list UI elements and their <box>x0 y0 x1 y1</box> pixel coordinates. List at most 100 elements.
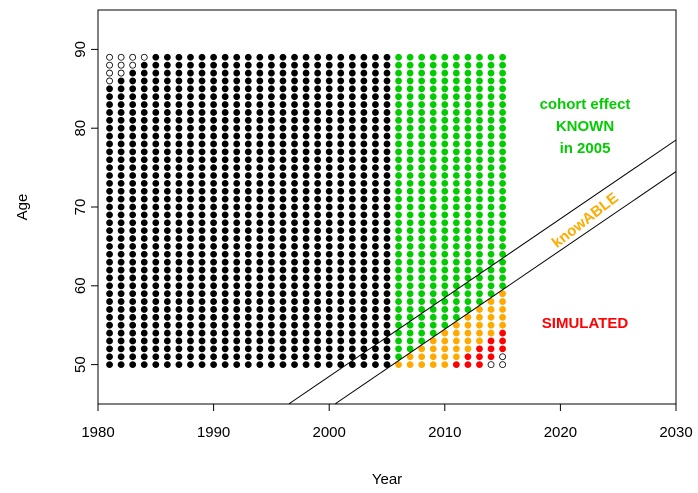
point-known <box>325 172 333 179</box>
point-known <box>140 337 148 345</box>
point-known <box>279 101 287 108</box>
point-known <box>325 345 333 353</box>
point-known <box>372 77 379 85</box>
point-known <box>175 242 183 250</box>
point-known <box>314 116 322 124</box>
point-known-2005 <box>464 290 472 298</box>
point-known-2005 <box>418 250 426 258</box>
point-known <box>152 250 160 258</box>
point-known <box>175 179 183 187</box>
point-known <box>337 353 345 361</box>
point-known-2005 <box>476 274 483 282</box>
point-known <box>175 227 183 235</box>
point-known-2005 <box>395 164 402 172</box>
point-known-2005 <box>452 101 460 108</box>
point-known <box>233 172 241 179</box>
point-known <box>348 242 356 250</box>
point-known <box>267 227 275 235</box>
point-known <box>256 337 264 345</box>
point-known-2005 <box>395 353 402 361</box>
point-known-2005 <box>441 242 449 250</box>
point-known <box>221 179 229 187</box>
point-known <box>187 313 194 321</box>
point-known <box>325 148 333 156</box>
point-known <box>106 219 113 227</box>
point-known-2005 <box>418 274 426 282</box>
point-known-2005 <box>499 53 507 61</box>
point-known <box>325 140 333 148</box>
point-known <box>233 53 241 61</box>
point-known <box>383 353 391 361</box>
point-knowable <box>395 361 402 369</box>
point-known <box>314 345 322 353</box>
point-known-2005 <box>395 274 402 282</box>
point-known-2005 <box>476 77 483 85</box>
point-known-2005 <box>499 235 507 242</box>
point-known <box>279 290 287 298</box>
point-known <box>221 321 229 329</box>
point-known-2005 <box>464 219 472 227</box>
x-tick-label: 2020 <box>544 424 577 441</box>
point-known <box>233 203 241 211</box>
point-known <box>279 61 287 69</box>
point-known-2005 <box>464 203 472 211</box>
point-known <box>152 353 160 361</box>
point-known <box>117 235 125 242</box>
point-known <box>279 298 287 305</box>
point-known <box>187 219 194 227</box>
point-known <box>337 85 345 93</box>
point-known <box>175 361 183 369</box>
point-known <box>140 298 148 305</box>
point-known-2005 <box>499 242 507 250</box>
point-known-2005 <box>487 140 495 148</box>
point-known <box>348 219 356 227</box>
point-known <box>291 109 298 116</box>
point-known-2005 <box>429 321 437 329</box>
point-known <box>233 258 241 266</box>
point-known <box>314 140 322 148</box>
point-known <box>337 290 345 298</box>
point-known <box>302 242 310 250</box>
point-known <box>325 179 333 187</box>
point-known <box>106 274 113 282</box>
point-known <box>267 116 275 124</box>
point-known <box>244 164 252 172</box>
point-unobserved <box>129 61 137 69</box>
point-known-2005 <box>476 219 483 227</box>
point-known <box>279 77 287 85</box>
point-known <box>129 85 137 93</box>
point-known <box>325 101 333 108</box>
point-known-2005 <box>406 235 414 242</box>
point-known <box>279 219 287 227</box>
point-knowable <box>464 321 472 329</box>
point-known <box>106 242 113 250</box>
point-known <box>221 219 229 227</box>
point-known <box>187 187 194 195</box>
point-known <box>337 172 345 179</box>
point-known <box>279 179 287 187</box>
point-known-2005 <box>499 274 507 282</box>
point-known <box>233 140 241 148</box>
point-known <box>372 187 379 195</box>
point-known-2005 <box>476 164 483 172</box>
point-known <box>267 274 275 282</box>
point-known-2005 <box>452 109 460 116</box>
point-known <box>325 61 333 69</box>
point-known <box>372 109 379 116</box>
point-known-2005 <box>395 219 402 227</box>
point-known-2005 <box>429 306 437 313</box>
point-known-2005 <box>487 227 495 235</box>
point-known <box>337 140 345 148</box>
point-known-2005 <box>487 116 495 124</box>
point-known <box>106 195 113 203</box>
point-known-2005 <box>476 179 483 187</box>
point-known <box>348 140 356 148</box>
point-known <box>314 203 322 211</box>
point-known <box>291 321 298 329</box>
point-known <box>198 274 206 282</box>
point-known <box>221 61 229 69</box>
point-known <box>117 353 125 361</box>
point-known <box>210 329 218 337</box>
point-known <box>325 53 333 61</box>
point-known <box>256 77 264 85</box>
